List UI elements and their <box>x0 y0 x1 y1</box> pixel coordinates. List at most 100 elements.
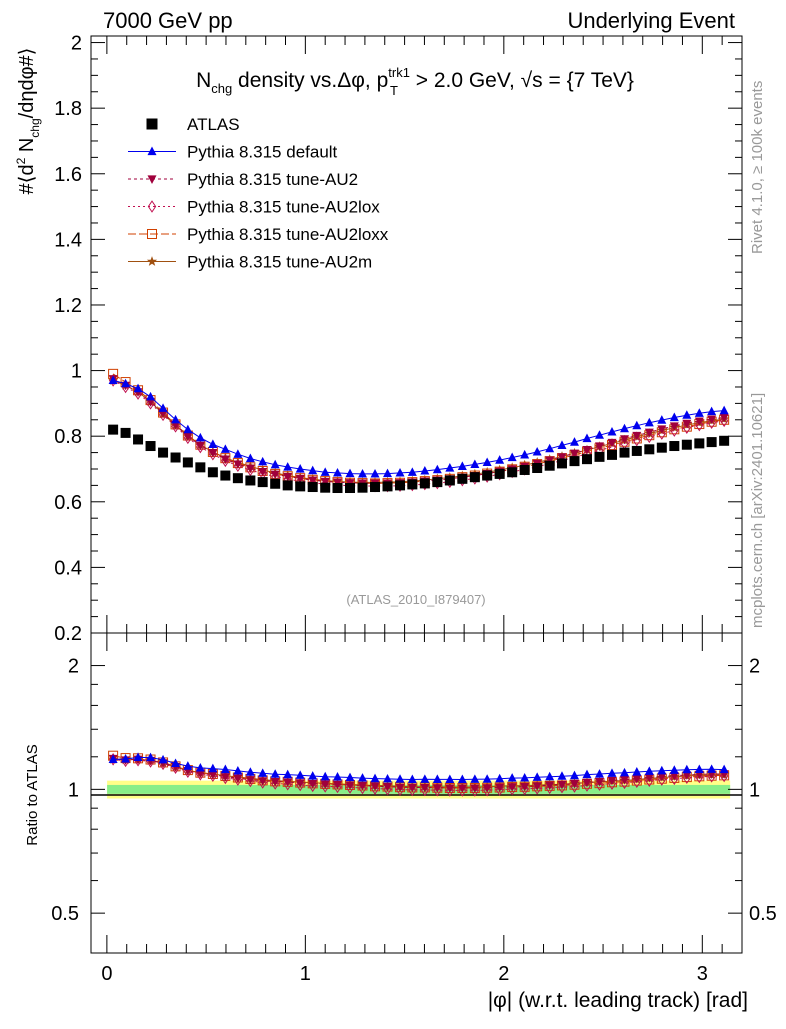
ratio-point-default <box>383 773 393 783</box>
ratio-point-au2 <box>594 777 604 787</box>
legend-label: ATLAS <box>187 115 240 134</box>
point-atlas <box>345 483 356 494</box>
point-default <box>270 459 280 469</box>
ratio-point-au2lox <box>395 783 405 796</box>
ratio-point-au2 <box>569 779 579 789</box>
ratio-point-au2lox <box>532 782 542 795</box>
ratio-point-default <box>270 769 280 778</box>
ratio-point-au2lox <box>458 784 467 797</box>
rivet-version-label: Rivet 4.1.0, ≥ 100k events <box>749 81 766 254</box>
legend-label: Pythia 8.315 tune-AU2lox <box>187 198 380 217</box>
ratio-point-default <box>320 771 330 781</box>
main-y-tick-label: 1.6 <box>54 164 82 186</box>
ratio-point-au2lox <box>545 781 554 795</box>
ratio-point-au2lox <box>507 782 517 796</box>
point-atlas <box>133 434 144 445</box>
ratio-point-au2lox <box>607 777 617 790</box>
point-au2lox <box>695 418 704 432</box>
ratio-point-au2lox <box>570 780 579 793</box>
ratio-point-default <box>295 770 305 779</box>
point-default <box>345 468 355 478</box>
main-y-tick-label: 2 <box>71 33 82 55</box>
point-atlas <box>332 483 343 494</box>
ratio-plot: 0.5 0.5 1 1 2 2 0 1 2 3 Ratio to ATLAS |φ| (w.r.… <box>24 632 777 1012</box>
point-atlas <box>656 442 667 453</box>
ratio-point-au2lox <box>358 781 367 795</box>
series-default <box>108 375 729 478</box>
ratio-series-default <box>108 752 729 784</box>
ratio-point-au2 <box>320 780 330 790</box>
ratio-point-au2lox <box>657 773 667 786</box>
point-default <box>121 378 131 388</box>
point-default <box>407 467 417 476</box>
point-default <box>108 375 118 385</box>
point-au2 <box>258 468 268 477</box>
ratio-point-au2lox <box>420 783 430 797</box>
ratio-point-default <box>432 774 442 783</box>
point-au2 <box>682 419 692 429</box>
point-atlas <box>507 467 518 478</box>
main-y-tick-label: 0.6 <box>54 492 82 514</box>
point-atlas <box>195 462 206 473</box>
main-plot-y-label: #⟨d2 Nchg/dηdφ#⟩ <box>14 48 42 195</box>
point-atlas <box>357 482 368 493</box>
legend-label: Pythia 8.315 tune-AU2loxx <box>187 225 389 244</box>
ratio-point-default <box>121 754 131 763</box>
ratio-point-default <box>208 763 218 773</box>
point-default <box>532 446 542 456</box>
header-left-label: 7000 GeV pp <box>103 8 233 33</box>
ratio-point-au2lox <box>345 781 355 794</box>
point-default <box>220 444 230 453</box>
ratio-point-au2 <box>457 784 467 793</box>
point-au2 <box>569 449 579 459</box>
point-default <box>233 449 243 458</box>
main-plot-watermark: (ATLAS_2010_I879407) <box>346 592 485 607</box>
point-default <box>694 408 704 417</box>
ratio-point-au2 <box>644 773 654 783</box>
point-atlas <box>432 477 443 488</box>
ratio-point-au2 <box>283 778 293 788</box>
legend-label: Pythia 8.315 tune-AU2 <box>187 170 358 189</box>
point-atlas <box>395 480 406 491</box>
point-default <box>133 383 143 393</box>
point-default <box>333 467 343 477</box>
ratio-point-au2 <box>245 776 255 785</box>
point-au2lox <box>657 427 667 440</box>
main-y-tick-label: 1.4 <box>54 229 82 251</box>
ratio-point-default <box>108 754 118 763</box>
main-y-tick-label: 1.8 <box>54 98 82 120</box>
ratio-point-au2 <box>358 781 368 791</box>
ratio-point-default <box>470 774 480 783</box>
point-default <box>320 467 330 476</box>
ratio-point-au2loxx <box>544 780 555 791</box>
point-au2 <box>644 428 654 438</box>
point-default <box>370 468 380 478</box>
ratio-point-au2 <box>333 780 343 790</box>
point-atlas <box>207 467 218 478</box>
point-atlas <box>494 468 505 479</box>
ratio-point-default <box>569 770 579 780</box>
ratio-point-au2 <box>220 773 230 782</box>
ratio-point-au2 <box>233 774 243 784</box>
ratio-point-default <box>407 774 417 784</box>
main-y-tick-label: 0.8 <box>54 426 82 448</box>
ratio-point-au2lox <box>582 779 592 792</box>
ratio-point-au2 <box>395 783 405 793</box>
ratio-y-tick-label-right: 0.5 <box>749 903 777 925</box>
ratio-point-default <box>457 774 467 784</box>
header-right-label: Underlying Event <box>567 8 735 33</box>
point-au2 <box>719 413 729 423</box>
ratio-point-au2 <box>432 784 442 793</box>
point-au2 <box>283 472 293 482</box>
point-atlas <box>719 435 730 446</box>
point-atlas <box>469 472 480 483</box>
point-au2 <box>245 464 255 474</box>
ratio-point-default <box>195 762 205 772</box>
point-atlas <box>681 439 692 450</box>
ratio-y-tick-label-right: 2 <box>749 656 760 678</box>
main-y-tick-label: 1 <box>71 361 82 383</box>
ratio-point-au2 <box>482 784 492 793</box>
ratio-point-default <box>532 772 542 781</box>
point-atlas <box>532 463 543 474</box>
ratio-point-default <box>258 768 268 777</box>
